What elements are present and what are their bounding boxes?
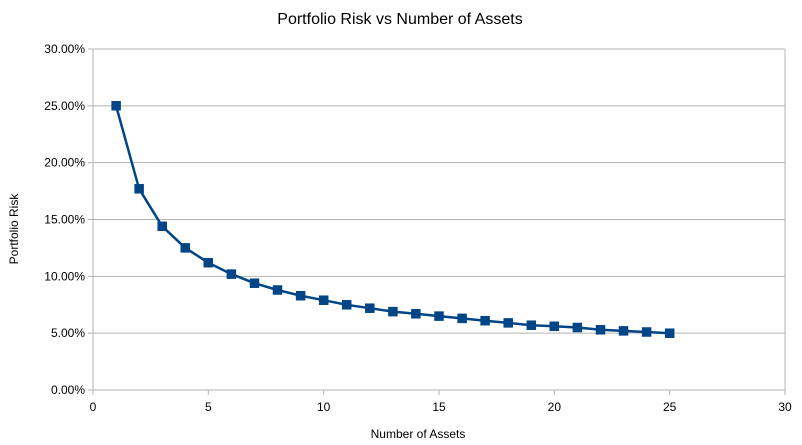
x-tick-label: 10 [317,400,331,414]
data-point-marker [341,300,352,310]
y-tick-label: 15.00% [44,213,85,227]
y-tick-labels: 0.00% 5.00% 10.00% 15.00% 20.00% 25.00% 30.00% [44,42,85,397]
data-point-marker [618,326,629,336]
data-point-marker [549,321,560,332]
x-tick-label: 20 [548,400,562,414]
data-point-marker [411,309,421,319]
data-point-marker [295,290,306,301]
chart-title: Portfolio Risk vs Number of Assets [277,11,522,28]
y-axis-title: Portfolio Risk [7,193,21,265]
y-tick-label: 20.00% [44,156,85,170]
data-point-marker [503,318,513,328]
data-point-marker [664,328,675,338]
y-tick-label: 10.00% [44,269,85,283]
x-tick-label: 0 [90,400,97,414]
data-point-marker [572,322,583,333]
x-axis-title: Number of Assets [371,427,466,441]
data-point-marker [272,285,283,295]
y-tick-label: 30.00% [44,42,85,56]
y-tick-label: 5.00% [51,326,85,340]
x-tick-label: 15 [432,400,446,414]
data-point-marker [180,243,191,253]
data-point-marker [111,101,121,111]
x-tick-labels: 0 5 10 15 20 25 30 [90,400,792,414]
data-point-marker [434,311,444,321]
data-point-marker [595,325,606,335]
data-point-marker [226,269,237,279]
grid-lines [93,48,785,391]
x-tick-label: 30 [778,400,792,414]
data-point-marker [457,313,467,324]
data-point-marker [526,320,537,330]
data-point-marker [203,257,214,268]
data-point-marker [388,306,398,317]
data-point-marker [318,295,329,305]
y-tick-label: 0.00% [51,383,85,397]
data-point-marker [249,278,260,288]
data-point-marker [134,184,144,194]
data-point-marker [365,303,375,313]
data-point-marker [641,327,652,337]
y-tick-label: 25.00% [44,99,85,113]
axes [88,48,786,395]
x-tick-label: 25 [663,400,677,414]
data-point-marker [157,221,167,232]
x-tick-label: 5 [205,400,212,414]
data-point-marker [480,315,490,326]
series-group [111,101,675,338]
